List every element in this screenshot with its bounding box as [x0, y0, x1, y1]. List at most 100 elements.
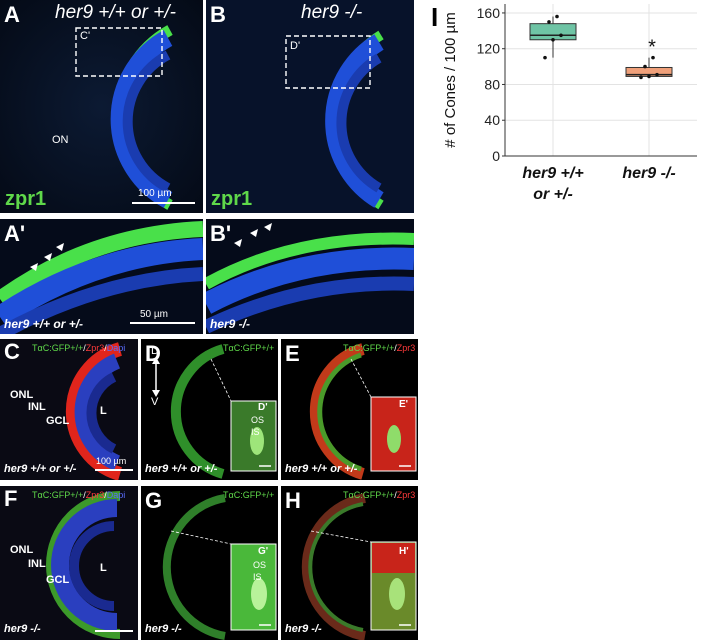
y-tick-label: 120	[477, 41, 501, 57]
panel-h: H TαC:GFP+/+/Zpr3 H' her9 -/-	[281, 486, 418, 640]
panel-letter: A'	[4, 221, 26, 246]
data-point	[555, 14, 559, 19]
data-point	[655, 72, 659, 77]
genotype-label: her9 +/+ or +/-	[145, 463, 218, 475]
panel-c: C TαC:GFP+/+/Zpr3/Dapi ONL INL GCL L her…	[0, 339, 138, 480]
is-label: IS	[253, 572, 262, 582]
y-tick-label: 0	[492, 148, 500, 164]
marker-sep: /	[104, 490, 107, 500]
scale-label: 100 µm	[96, 456, 127, 466]
genotype-label: her9 -/-	[301, 2, 363, 23]
genotype-label: her9 -/-	[210, 317, 251, 331]
os-label: OS	[253, 560, 267, 570]
panel-a: A her9 +/+ or +/- C' ON zpr1 100 µm	[0, 0, 203, 213]
inset-label: E'	[399, 399, 409, 410]
marker-blue: Dapi	[106, 490, 126, 500]
inset-box	[285, 35, 371, 89]
data-point	[543, 55, 547, 60]
genotype-label: her9 +/+ or +/-	[4, 463, 77, 475]
marker-label: zpr1	[5, 188, 47, 210]
marker-green: TαC:GFP+/+	[223, 343, 275, 353]
optic-nerve-label: ON	[52, 134, 69, 146]
data-point	[551, 37, 555, 42]
data-point	[643, 64, 647, 69]
layer-onl: ONL	[10, 544, 34, 556]
x-category-label: or +/-	[533, 186, 573, 203]
axis-dorsal: D	[151, 345, 159, 357]
marker-red: Zpr3	[85, 490, 105, 500]
inset-label: G'	[258, 546, 269, 557]
marker-sep: /	[104, 343, 107, 353]
panel-letter: F	[4, 486, 18, 511]
marker-sep: /	[83, 343, 86, 353]
panel-letter: C	[4, 339, 20, 364]
x-category-label: her9 +/+	[522, 165, 583, 182]
panel-c-image	[0, 339, 138, 480]
scale-label: 100 µm	[138, 188, 172, 199]
panel-letter: B'	[210, 221, 232, 246]
inset-label: C'	[80, 30, 91, 42]
layer-inl: INL	[28, 401, 46, 413]
data-point	[547, 20, 551, 24]
panel-e: E TαC:GFP+/+/Zpr3 E' her9 +/+ or +/-	[281, 339, 418, 480]
marker-red: Zpr3	[396, 343, 416, 353]
y-tick-label: 80	[484, 76, 500, 92]
genotype-label: her9 +/+ or +/-	[55, 2, 176, 23]
panel-a-image	[0, 0, 203, 213]
marker-green: TαC:GFP+/+	[223, 490, 275, 500]
panel-letter: A	[4, 2, 20, 27]
arrowheads	[234, 223, 272, 247]
data-point	[651, 55, 655, 60]
panel-b-image	[206, 0, 414, 213]
arrowheads	[30, 243, 64, 271]
marker-label: zpr1	[211, 188, 253, 210]
marker-red: Zpr3	[396, 490, 416, 500]
genotype-label: her9 -/-	[4, 623, 41, 635]
significance-star: *	[648, 37, 656, 59]
marker-sep: /	[394, 343, 397, 353]
axis-ventral: V	[151, 396, 159, 408]
layer-gcl: GCL	[46, 574, 70, 586]
panel-e-image	[281, 339, 418, 480]
panel-letter: G	[145, 488, 163, 513]
panel-a-prime-image	[0, 219, 203, 334]
y-tick-label: 40	[484, 112, 500, 128]
panel-b: B her9 -/- D' zpr1	[206, 0, 414, 213]
layer-lens: L	[100, 405, 107, 417]
genotype-label: her9 +/+ or +/-	[4, 317, 84, 331]
genotype-label: her9 -/-	[285, 623, 322, 635]
panel-letter: H	[285, 488, 301, 513]
layer-inl: INL	[28, 558, 46, 570]
data-point	[647, 74, 651, 79]
marker-legend: TαC:GFP+/+/Zpr3/Dapi	[32, 490, 125, 500]
genotype-label: her9 -/-	[145, 623, 182, 635]
marker-green: TαC:GFP+/+	[343, 490, 395, 500]
marker-blue: Dapi	[106, 343, 126, 353]
y-tick-label: 160	[477, 5, 501, 21]
marker-green: TαC:GFP+/+	[32, 490, 84, 500]
panel-g: G TαC:GFP+/+ G' OS IS her9 -/-	[141, 486, 278, 640]
panel-g-image	[141, 486, 278, 640]
panel-letter: B	[210, 2, 226, 27]
panel-b-prime-image	[206, 219, 414, 334]
inset-label: D'	[258, 402, 268, 413]
y-axis-label: # of Cones / 100 µm	[442, 12, 459, 147]
marker-sep: /	[394, 490, 397, 500]
scale-label: 50 µm	[140, 309, 168, 320]
marker-green: TαC:GFP+/+	[343, 343, 395, 353]
genotype-label: her9 +/+ or +/-	[285, 463, 358, 475]
panel-letter: E	[285, 341, 300, 366]
data-point	[639, 75, 643, 80]
panel-d-image	[141, 339, 278, 480]
inset-box	[75, 27, 163, 77]
marker-red: Zpr3	[85, 343, 105, 353]
marker-legend: TαC:GFP+/+/Zpr3	[343, 490, 415, 500]
panel-a-prime: A' her9 +/+ or +/- 50 µm	[0, 219, 203, 334]
cones-boxplot: I 0 40 80 120 160 * # of Cones / 100 µm her9 +/+…	[431, 2, 697, 203]
panel-b-prime: B' her9 -/-	[206, 219, 414, 334]
panel-f: F TαC:GFP+/+/Zpr3/Dapi ONL INL GCL L her…	[0, 486, 138, 640]
x-category-label: her9 -/-	[622, 165, 675, 182]
inset-label: H'	[399, 546, 409, 557]
chart-i: I 0 40 80 120 160 * # of Cones / 100 µm her9 +/+…	[425, 0, 708, 212]
panel-letter: I	[431, 2, 438, 32]
